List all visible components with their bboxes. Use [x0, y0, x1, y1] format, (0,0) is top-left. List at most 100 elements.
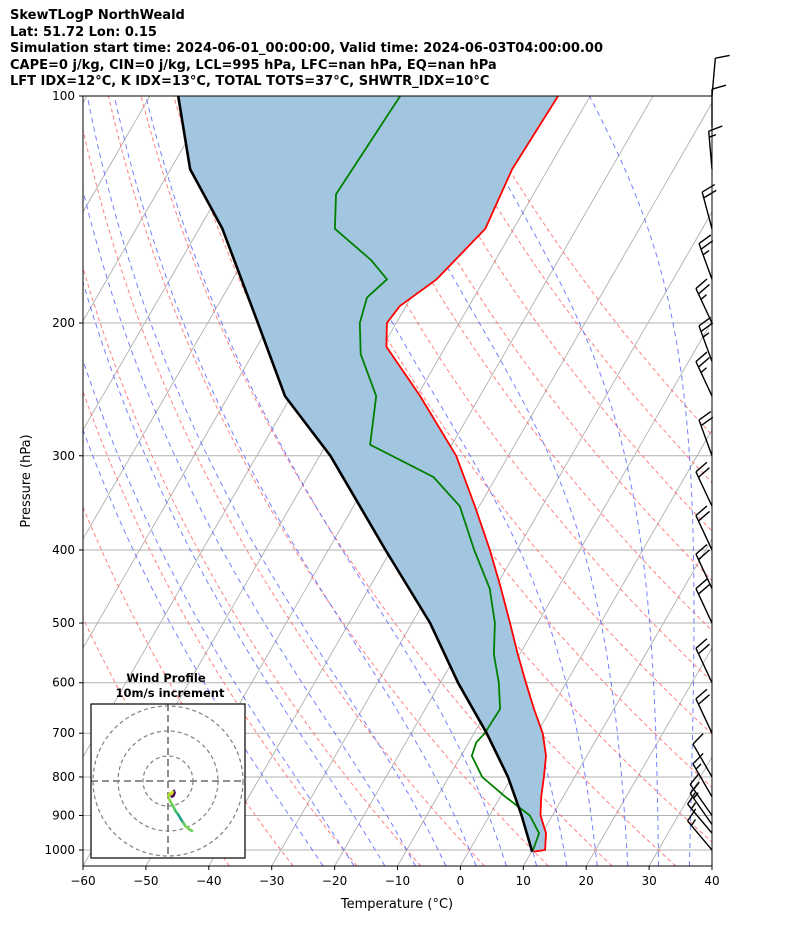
- dry-adiabat: [205, 96, 712, 843]
- barb-full-tick: [698, 643, 710, 655]
- barb-full-tick: [698, 316, 712, 327]
- barb-full-tick: [695, 578, 708, 590]
- isotherm-gridline: [397, 320, 712, 866]
- wind-barb: [695, 638, 713, 684]
- wind-barbs: [686, 54, 730, 851]
- barb-full-tick: [698, 510, 710, 522]
- barb-staff: [707, 131, 713, 170]
- hodograph-frame: [90, 703, 246, 859]
- barb-full-tick: [695, 351, 708, 363]
- y-tick-label: 700: [52, 726, 75, 740]
- barb-staff: [695, 288, 713, 324]
- moist-adiabat: [459, 96, 659, 866]
- hodograph-segment: [188, 828, 194, 833]
- wind-barb: [695, 278, 713, 324]
- barb-staff: [695, 588, 713, 624]
- barb-full-tick: [698, 583, 710, 595]
- barb-full-tick: [703, 189, 717, 199]
- x-tick-label: −20: [322, 874, 347, 888]
- wind-barb: [711, 84, 727, 128]
- barb-half-tick: [693, 783, 699, 790]
- moist-adiabat: [589, 96, 695, 866]
- dry-adiabat: [83, 266, 422, 866]
- isotherm-gridline: [83, 96, 277, 431]
- barb-staff: [695, 515, 713, 551]
- barb-staff: [692, 743, 713, 778]
- dry-adiabat: [83, 390, 358, 866]
- wind-barb: [686, 808, 713, 851]
- y-tick-label: 500: [52, 616, 75, 630]
- barb-full-tick: [695, 505, 708, 517]
- hodograph-title: Wind Profile: [126, 671, 206, 685]
- barb-full-tick: [698, 694, 710, 705]
- barb-full-tick: [698, 467, 710, 478]
- barb-half-tick: [702, 249, 710, 256]
- x-tick-label: 0: [457, 874, 465, 888]
- y-tick-label: 200: [52, 316, 75, 330]
- x-axis-label: Temperature (°C): [340, 897, 453, 912]
- title-line-cape: CAPE=0 j/kg, CIN=0 j/kg, LCL=995 hPa, LF…: [10, 58, 497, 73]
- isotherm-gridline: [271, 102, 712, 866]
- dewpoint-line: [334, 96, 540, 853]
- barb-staff: [695, 361, 713, 397]
- temperature-line: [385, 96, 559, 853]
- barb-full-tick: [686, 808, 697, 822]
- cape-fill-layer: [178, 96, 559, 852]
- moist-adiabat: [361, 96, 629, 866]
- dry-adiabat: [335, 96, 712, 632]
- title-line-station: SkewTLogP NorthWeald: [10, 8, 185, 23]
- y-tick-label: 300: [52, 449, 75, 463]
- barb-staff: [711, 58, 717, 97]
- barb-staff: [695, 698, 713, 734]
- barb-full-tick: [700, 416, 714, 427]
- x-tick-label: −60: [70, 874, 95, 888]
- wind-barb: [695, 578, 713, 624]
- isotherm-gridline: [522, 538, 712, 866]
- barb-staff: [698, 419, 713, 456]
- x-tick-label: −30: [259, 874, 284, 888]
- barb-full-tick: [711, 84, 727, 90]
- wind-barb: [692, 733, 713, 778]
- barb-half-tick: [708, 133, 717, 138]
- dry-adiabat: [107, 96, 549, 866]
- title-line-location: Lat: 51.72 Lon: 0.15: [10, 25, 157, 40]
- barb-full-tick: [695, 544, 708, 555]
- parcel-line: [176, 96, 534, 853]
- barb-full-tick: [700, 240, 714, 250]
- barb-full-tick: [698, 549, 710, 561]
- moist-adiabat: [145, 96, 507, 866]
- wind-barb: [689, 772, 713, 816]
- isotherm-gridline: [83, 96, 214, 322]
- y-tick-label: 800: [52, 770, 75, 784]
- barb-full-tick: [692, 752, 704, 765]
- barb-staff: [689, 783, 713, 816]
- x-tick-label: 30: [641, 874, 656, 888]
- isotherm-gridline: [334, 211, 712, 866]
- wind-barb: [695, 461, 713, 507]
- wind-barb: [701, 183, 717, 229]
- isotherm-gridline: [585, 647, 712, 866]
- wind-barb: [695, 688, 713, 734]
- dry-adiabat: [140, 96, 613, 866]
- barb-half-tick: [702, 332, 710, 338]
- barb-full-tick: [701, 183, 716, 193]
- wind-barb: [707, 125, 723, 170]
- dry-adiabat: [238, 96, 712, 789]
- barb-full-tick: [698, 410, 712, 421]
- moist-adiabat: [83, 188, 416, 866]
- dry-adiabat: [368, 96, 712, 582]
- barb-half-tick: [690, 819, 697, 826]
- x-tick-label: −10: [385, 874, 410, 888]
- y-tick-label: 400: [52, 543, 75, 557]
- barb-full-tick: [695, 278, 708, 290]
- wind-barb: [695, 544, 713, 589]
- barb-full-tick: [698, 283, 710, 295]
- barb-half-tick: [695, 763, 702, 770]
- barb-staff: [687, 820, 713, 851]
- isotherm-gridline: [83, 96, 88, 104]
- barb-full-tick: [700, 322, 714, 333]
- barb-staff: [687, 803, 713, 834]
- barb-staff: [695, 553, 713, 589]
- barb-full-tick: [686, 791, 697, 805]
